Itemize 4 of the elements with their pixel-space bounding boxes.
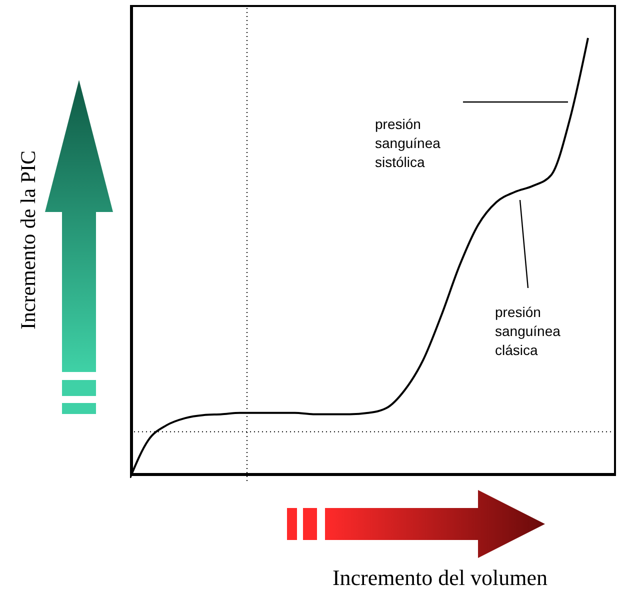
- x-axis-title: Incremento del volumen: [332, 565, 548, 590]
- y-axis-title: Incremento de la PIC: [16, 150, 40, 330]
- annotation: presión sanguínea clásica: [495, 303, 560, 360]
- annotation: presión sanguínea sistólica: [375, 115, 440, 172]
